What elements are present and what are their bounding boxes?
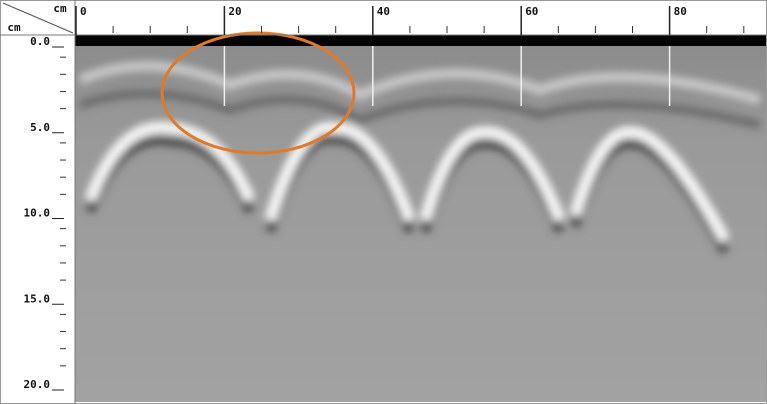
top-axis-unit: cm: [53, 2, 67, 15]
top-tick-label: 0: [80, 5, 87, 18]
left-axis-unit: cm: [7, 21, 21, 34]
left-tick-label: 15.0: [24, 292, 51, 305]
left-tick-label: 0.0: [30, 35, 50, 48]
top-tick-label: 60: [525, 5, 538, 18]
surface-band: [75, 35, 767, 46]
top-tick-label: 40: [377, 5, 390, 18]
left-tick-label: 20.0: [24, 378, 51, 391]
left-tick-label: 5.0: [30, 121, 50, 134]
top-tick-label: 80: [674, 5, 687, 18]
page: cm cm 0204060800.05.010.015.020.0 (() =>…: [0, 0, 767, 404]
radar-scan-view: cm cm 0 20 40 60 80 0.0 5.0 10.0 15.0 20.0: [0, 0, 767, 404]
top-tick-label: 20: [228, 5, 241, 18]
left-tick-label: 10.0: [24, 207, 51, 220]
